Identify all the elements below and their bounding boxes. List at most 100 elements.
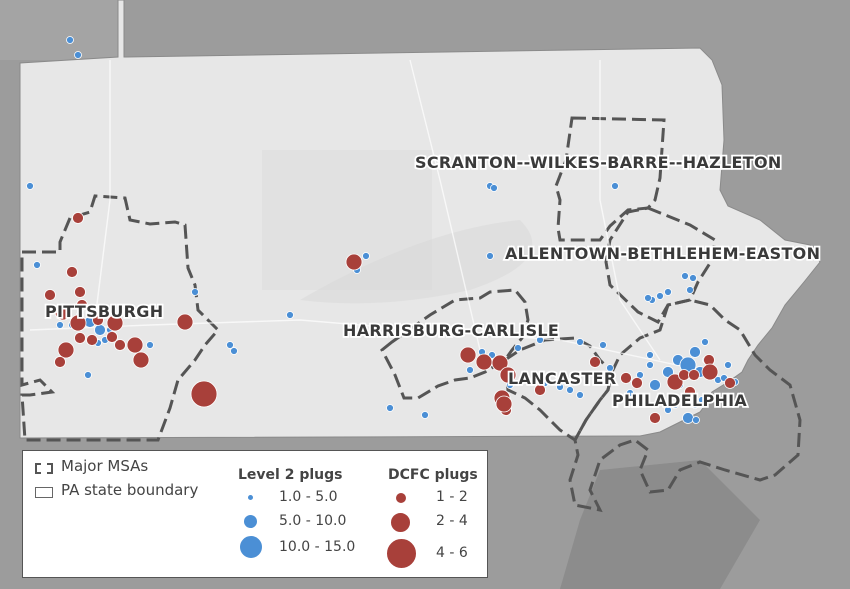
dcfc-point <box>534 384 546 396</box>
dcfc-point <box>491 354 509 372</box>
pa-state-boundary <box>19 0 821 439</box>
dcfc-point <box>86 334 98 346</box>
msa-dash-swatch <box>35 463 53 474</box>
legend-msa-label: Major MSAs <box>61 457 149 475</box>
dcfc-point <box>74 332 86 344</box>
legend-level2-class-2: 5.0 - 10.0 <box>279 513 347 529</box>
dcfc-point <box>106 331 118 343</box>
msa-scranton <box>554 116 666 242</box>
dcfc-point <box>499 366 517 384</box>
dcfc-medium-symbol <box>390 512 411 533</box>
ridge-texture <box>300 220 533 304</box>
level2-point <box>84 371 92 379</box>
level2-point <box>646 351 654 359</box>
level2-point <box>656 396 664 404</box>
level2-point <box>66 36 74 44</box>
legend-dcfc-title: DCFC plugs <box>388 467 478 483</box>
roads <box>29 59 701 371</box>
level2-point <box>536 336 544 344</box>
dcfc-point <box>74 286 86 298</box>
level2-point <box>466 366 474 374</box>
dcfc-point <box>132 351 150 369</box>
level2-point <box>226 341 234 349</box>
dcfc-point <box>620 372 632 384</box>
dcfc-point <box>495 395 513 413</box>
msa-label-allentown: ALLENTOWN-BETHLEHEM-EASTON <box>505 244 820 263</box>
level2-point <box>514 344 522 352</box>
level2-point <box>599 341 607 349</box>
dcfc-point <box>680 396 692 408</box>
level2-point <box>664 406 672 414</box>
legend-level2-class-1: 1.0 - 5.0 <box>279 489 338 505</box>
level2-point <box>230 347 238 355</box>
level2-point <box>33 261 41 269</box>
msa-label-scranton: SCRANTON--WILKES-BARRE--HAZLETON <box>415 153 782 172</box>
level2-point <box>362 252 370 260</box>
dcfc-point <box>589 356 601 368</box>
level2-point <box>596 374 604 382</box>
level2-point <box>486 252 494 260</box>
level2-point <box>26 182 34 190</box>
level2-point <box>626 389 634 397</box>
level2-point <box>611 182 619 190</box>
dcfc-point <box>106 314 124 332</box>
level2-point <box>686 286 694 294</box>
level2-point <box>682 412 694 424</box>
dcfc-point <box>190 380 218 408</box>
msa-label-harrisburg: HARRISBURG-CARLISLE <box>343 321 559 340</box>
level2-point <box>656 292 664 300</box>
dcfc-point <box>176 313 194 331</box>
dcfc-point <box>72 212 84 224</box>
level2-point <box>386 404 394 412</box>
level2-large-symbol <box>239 535 263 559</box>
level2-point <box>644 294 652 302</box>
level2-point <box>671 401 679 409</box>
level2-point <box>646 361 654 369</box>
level2-point <box>689 274 697 282</box>
msa-label-pittsburgh: PITTSBURGH <box>45 302 163 321</box>
lake-erie-area <box>0 0 120 60</box>
dcfc-small-symbol <box>395 492 407 504</box>
dcfc-point <box>44 289 56 301</box>
dcfc-point <box>66 266 78 278</box>
msa-label-philadelphia: PHILADELPHIA <box>612 391 747 410</box>
legend-state-label: PA state boundary <box>61 481 199 499</box>
msa-pittsburgh <box>20 194 221 442</box>
level2-point <box>692 416 700 424</box>
dcfc-point <box>69 314 87 332</box>
level2-medium-symbol <box>243 514 258 529</box>
legend-level2-class-3: 10.0 - 15.0 <box>279 539 356 555</box>
dcfc-point <box>126 336 144 354</box>
level2-point <box>146 341 154 349</box>
terrain-tile <box>262 150 432 290</box>
dcfc-point <box>92 314 104 326</box>
level2-point <box>490 184 498 192</box>
msa-harrisburg <box>380 288 530 400</box>
level2-point <box>56 321 64 329</box>
chesapeake-area <box>560 460 760 589</box>
msa-label-lancaster: LANCASTER <box>508 369 616 388</box>
dcfc-point <box>688 369 700 381</box>
legend-dcfc-class-2: 2 - 4 <box>436 513 468 529</box>
dcfc-point <box>649 412 661 424</box>
level2-point <box>576 391 584 399</box>
level2-point <box>649 379 661 391</box>
legend-dcfc-class-3: 4 - 6 <box>436 545 468 561</box>
level2-point <box>664 288 672 296</box>
level2-point <box>421 411 429 419</box>
dcfc-point <box>459 346 477 364</box>
dcfc-point <box>684 386 696 398</box>
level2-point <box>681 272 689 280</box>
dcfc-point <box>54 303 72 321</box>
dcfc-point <box>345 253 363 271</box>
level2-point <box>691 401 699 409</box>
level2-point <box>689 346 701 358</box>
level2-point <box>191 288 199 296</box>
level2-point <box>531 374 539 382</box>
dcfc-point <box>678 369 690 381</box>
dcfc-point <box>701 363 719 381</box>
level2-point <box>606 364 614 372</box>
msa-lancaster <box>503 336 614 443</box>
level2-point <box>724 361 732 369</box>
